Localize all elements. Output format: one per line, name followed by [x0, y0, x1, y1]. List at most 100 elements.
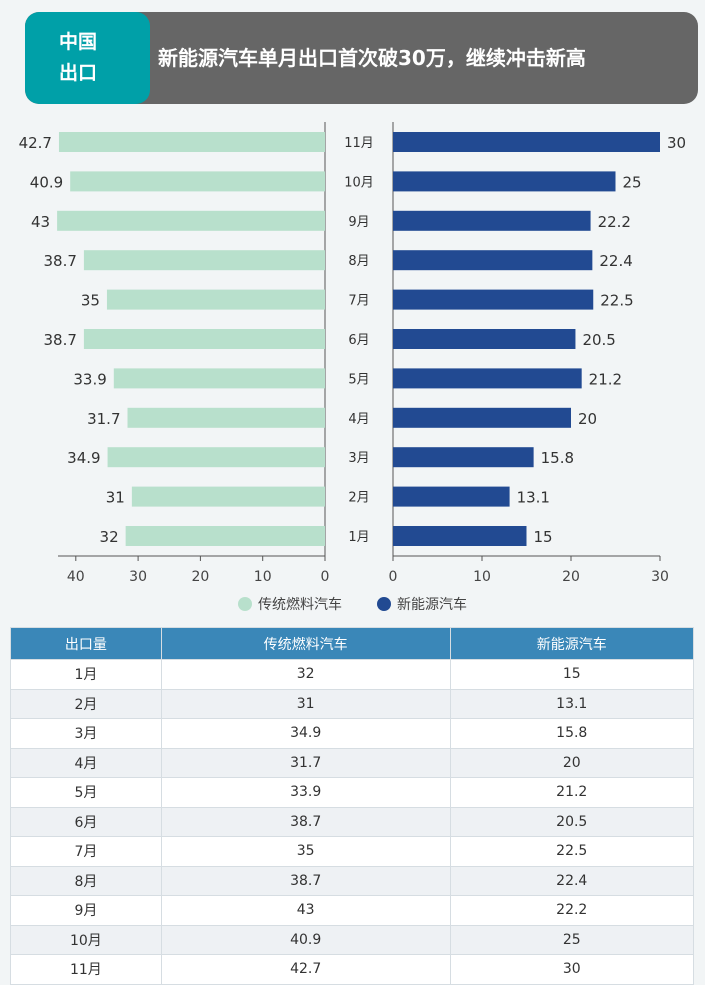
bar-traditional — [131, 486, 325, 507]
data-label-traditional: 38.7 — [43, 331, 76, 349]
bar-traditional — [106, 289, 325, 310]
category-label: 3月 — [348, 451, 369, 466]
table-cell: 13.1 — [449, 688, 695, 719]
bar-nev — [393, 289, 594, 310]
category-label: 10月 — [344, 175, 374, 190]
table-cell: 4月 — [10, 747, 162, 778]
data-label-nev: 15.8 — [541, 449, 574, 467]
bar-nev — [393, 526, 527, 546]
column-header: 出口量 — [10, 627, 162, 660]
table-cell: 38.7 — [160, 865, 451, 896]
table-cell: 31 — [160, 688, 451, 719]
bar-traditional — [70, 171, 326, 192]
table-row: 10月 40.9 25 — [10, 924, 695, 955]
bar-traditional — [125, 526, 325, 546]
left-tick-label: 20 — [191, 569, 209, 585]
table-cell: 20.5 — [449, 806, 695, 837]
data-label-nev: 22.4 — [599, 252, 632, 270]
table-cell: 15 — [449, 659, 695, 690]
category-label: 9月 — [348, 215, 369, 230]
data-label-traditional: 31.7 — [87, 410, 120, 428]
data-label-traditional: 31 — [106, 489, 125, 507]
table-row: 6月 38.7 20.5 — [10, 806, 695, 837]
bar-nev — [393, 250, 593, 271]
table-row: 8月 38.7 22.4 — [10, 865, 695, 896]
tag-line1: 中国 — [59, 31, 98, 53]
table-cell: 2月 — [10, 688, 162, 719]
category-label: 2月 — [348, 491, 369, 506]
bar-nev — [393, 407, 571, 428]
data-label-nev: 30 — [667, 134, 686, 152]
table-row: 9月 43 22.2 — [10, 895, 695, 926]
data-label-traditional: 42.7 — [19, 134, 52, 152]
region-tag: 中国 出口 — [25, 12, 150, 104]
bar-nev — [393, 486, 510, 507]
table-cell: 21.2 — [449, 777, 695, 808]
bar-traditional — [57, 210, 326, 231]
table-cell: 15.8 — [449, 718, 695, 749]
table-cell: 22.5 — [449, 836, 695, 867]
right-tick-label: 10 — [473, 569, 491, 585]
page-title: 新能源汽车单月出口首次破30万，继续冲击新高 — [158, 46, 586, 70]
data-label-nev: 22.2 — [598, 213, 631, 231]
column-header: 新能源汽车 — [449, 627, 695, 660]
left-tick-label: 30 — [129, 569, 147, 585]
table-row: 1月 32 15 — [10, 659, 695, 690]
table-cell: 20 — [449, 747, 695, 778]
legend-marker-traditional — [238, 597, 252, 611]
category-label: 5月 — [348, 372, 369, 387]
data-label-nev: 13.1 — [517, 489, 550, 507]
table-row: 4月 31.7 20 — [10, 747, 695, 778]
category-label: 6月 — [348, 333, 369, 348]
table-cell: 34.9 — [160, 718, 451, 749]
left-tick-label: 10 — [254, 569, 272, 585]
title-banner: 中国 出口 新能源汽车单月出口首次破30万，继续冲击新高 — [25, 12, 698, 104]
category-label: 7月 — [348, 294, 369, 309]
table-cell: 3月 — [10, 718, 162, 749]
table-row: 2月 31 13.1 — [10, 688, 695, 719]
data-label-traditional: 40.9 — [30, 173, 63, 191]
butterfly-chart: 40 30 20 10 0 0 10 20 30 11月 42.7 30 10月 40.9 25 9月 43 22… — [19, 122, 686, 613]
bar-traditional — [83, 329, 325, 349]
category-label: 8月 — [348, 254, 369, 269]
data-label-traditional: 38.7 — [43, 252, 76, 270]
data-label-traditional: 33.9 — [73, 370, 106, 388]
category-label: 1月 — [348, 530, 369, 545]
bar-nev — [393, 329, 576, 349]
table-cell: 32 — [160, 659, 451, 690]
bar-traditional — [58, 132, 325, 152]
data-label-traditional: 34.9 — [67, 449, 100, 467]
bar-traditional — [83, 250, 325, 271]
bar-nev — [393, 171, 616, 192]
bar-nev — [393, 447, 534, 468]
data-table: 出口量 传统燃料汽车 新能源汽车 1月 32 15 2月 31 13.1 3月 34.9 15.8 4… — [10, 627, 695, 985]
right-tick-label: 30 — [651, 569, 669, 585]
category-label: 4月 — [348, 412, 369, 427]
data-label-nev: 25 — [623, 173, 642, 191]
data-label-traditional: 43 — [31, 213, 50, 231]
table-cell: 42.7 — [160, 954, 451, 985]
table-cell: 38.7 — [160, 806, 451, 837]
data-label-nev: 20.5 — [582, 331, 615, 349]
table-cell: 33.9 — [160, 777, 451, 808]
table-cell: 35 — [160, 836, 451, 867]
legend-label-traditional: 传统燃料汽车 — [258, 596, 342, 613]
bar-traditional — [113, 368, 325, 389]
table-cell: 30 — [449, 954, 695, 985]
category-label: 11月 — [344, 136, 374, 151]
column-header: 传统燃料汽车 — [160, 627, 451, 660]
bar-nev — [393, 132, 660, 152]
table-row: 7月 35 22.5 — [10, 836, 695, 867]
legend-label-nev: 新能源汽车 — [397, 596, 467, 613]
table-cell: 22.2 — [449, 895, 695, 926]
table-cell: 43 — [160, 895, 451, 926]
data-label-nev: 15 — [534, 528, 553, 546]
table-cell: 7月 — [10, 836, 162, 867]
table-row: 11月 42.7 30 — [10, 954, 695, 985]
left-tick-label: 40 — [67, 569, 85, 585]
table-cell: 5月 — [10, 777, 162, 808]
table-row: 3月 34.9 15.8 — [10, 718, 695, 749]
data-label-traditional: 35 — [81, 292, 100, 310]
table-cell: 1月 — [10, 659, 162, 690]
table-cell: 25 — [449, 924, 695, 955]
